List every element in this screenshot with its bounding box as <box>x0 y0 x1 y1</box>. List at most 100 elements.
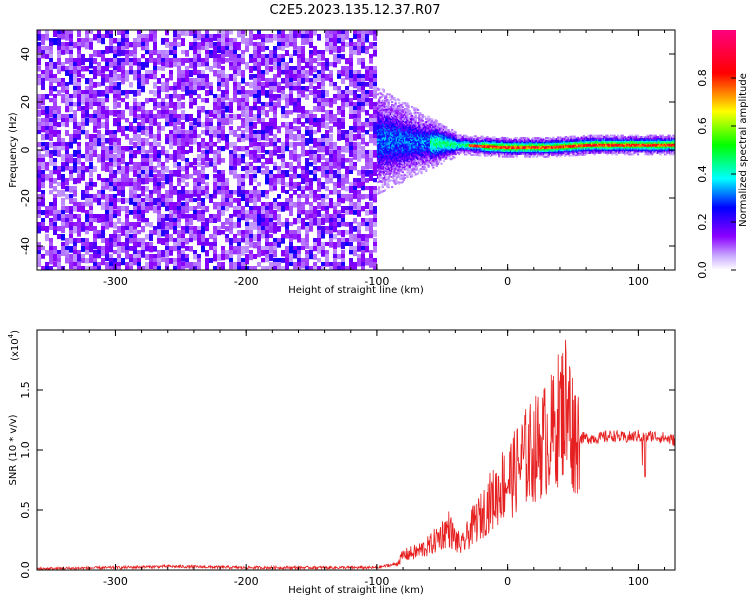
heatmap-cell <box>253 190 257 198</box>
heatmap-cell <box>405 104 408 107</box>
heatmap-cell <box>281 162 285 169</box>
heatmap-cell <box>185 86 189 93</box>
heatmap-cell <box>245 174 249 179</box>
heatmap-cell <box>396 124 400 127</box>
heatmap-cell <box>289 86 293 91</box>
heatmap-cell <box>379 191 382 194</box>
heatmap-cell <box>357 42 361 49</box>
heatmap-cell <box>181 50 185 55</box>
heatmap-cell <box>81 54 85 62</box>
heatmap-cell <box>145 178 149 185</box>
heatmap-cell <box>383 136 387 139</box>
heatmap-cell <box>325 258 329 265</box>
heatmap-cell <box>385 112 388 115</box>
heatmap-cell <box>213 214 217 219</box>
heatmap-cell <box>117 30 121 36</box>
heatmap-cell <box>73 238 77 244</box>
heatmap-cell <box>273 62 277 70</box>
heatmap-cell <box>341 78 345 85</box>
heatmap-cell <box>391 127 394 130</box>
heatmap-cell <box>89 162 93 170</box>
heatmap-cell <box>57 106 61 111</box>
heatmap-cell <box>273 222 277 227</box>
heatmap-cell <box>253 42 257 48</box>
heatmap-cell <box>392 114 395 117</box>
heatmap-cell <box>285 78 289 85</box>
heatmap-cell <box>265 110 269 118</box>
heatmap-cell <box>273 78 277 84</box>
heatmap-cell <box>257 90 261 98</box>
heatmap-cell <box>341 186 345 191</box>
heatmap-cell <box>383 182 387 185</box>
heatmap-cell <box>382 109 386 112</box>
heatmap-cell <box>289 238 293 245</box>
heatmap-cell <box>133 142 137 149</box>
heatmap-cell <box>109 46 113 54</box>
heatmap-cell <box>137 66 141 71</box>
heatmap-cell <box>157 258 161 263</box>
heatmap-cell <box>53 166 57 172</box>
heatmap-cell <box>406 152 409 155</box>
heatmap-cell <box>382 165 386 168</box>
heatmap-cell <box>225 86 229 94</box>
heatmap-cell <box>69 118 73 123</box>
heatmap-cell <box>391 134 394 137</box>
heatmap-cell <box>387 160 390 163</box>
heatmap-cell <box>53 130 57 137</box>
heatmap-cell <box>305 130 309 136</box>
heatmap-cell <box>321 78 325 86</box>
heatmap-cell <box>415 158 418 161</box>
heatmap-cell <box>277 266 281 270</box>
heatmap-cell <box>117 242 121 249</box>
heatmap-cell <box>101 226 105 233</box>
heatmap-cell <box>233 54 237 59</box>
heatmap-cell <box>349 158 353 163</box>
heatmap-cell <box>395 107 398 110</box>
heatmap-cell <box>408 133 411 136</box>
heatmap-cell <box>321 162 325 170</box>
heatmap-cell <box>69 34 73 39</box>
heatmap-cell <box>173 130 177 136</box>
heatmap-cell <box>109 186 113 192</box>
heatmap-cell <box>365 218 369 223</box>
heatmap-cell <box>241 178 245 185</box>
heatmap-cell <box>141 198 145 203</box>
heatmap-cell <box>353 154 357 160</box>
heatmap-cell <box>77 30 81 38</box>
heatmap-cell <box>297 186 301 191</box>
heatmap-cell <box>41 210 45 216</box>
heatmap-cell <box>411 136 414 139</box>
heatmap-cell <box>61 226 65 234</box>
heatmap-cell <box>357 142 361 150</box>
heatmap-cell <box>380 169 383 172</box>
heatmap-cell <box>396 98 400 101</box>
heatmap-cell <box>412 144 415 147</box>
heatmap-cell <box>381 119 384 122</box>
heatmap-cell <box>409 152 413 155</box>
heatmap-cell <box>383 154 387 157</box>
heatmap-cell <box>97 38 101 44</box>
heatmap-cell <box>387 109 390 112</box>
heatmap-cell <box>85 226 89 231</box>
heatmap-cell <box>376 122 380 125</box>
heatmap-cell <box>329 238 333 243</box>
heatmap-cell <box>376 152 380 155</box>
heatmap-cell <box>376 138 380 140</box>
heatmap-cell <box>353 210 357 215</box>
heatmap-cell <box>317 82 321 89</box>
heatmap-cell <box>173 126 177 132</box>
heatmap-cell <box>101 190 105 197</box>
heatmap-cell <box>173 222 177 230</box>
heatmap-cell <box>193 158 197 166</box>
heatmap-cell <box>393 133 396 136</box>
heatmap-cell <box>225 42 229 47</box>
heatmap-cell <box>301 202 305 207</box>
heatmap-cell <box>269 118 273 124</box>
heatmap-cell <box>289 222 293 227</box>
heatmap-cell <box>217 230 221 236</box>
heatmap-cell <box>402 128 406 131</box>
heatmap-cell <box>389 141 393 144</box>
heatmap-cell <box>317 54 321 61</box>
heatmap-cell <box>416 140 420 143</box>
heatmap-cell <box>77 54 81 59</box>
